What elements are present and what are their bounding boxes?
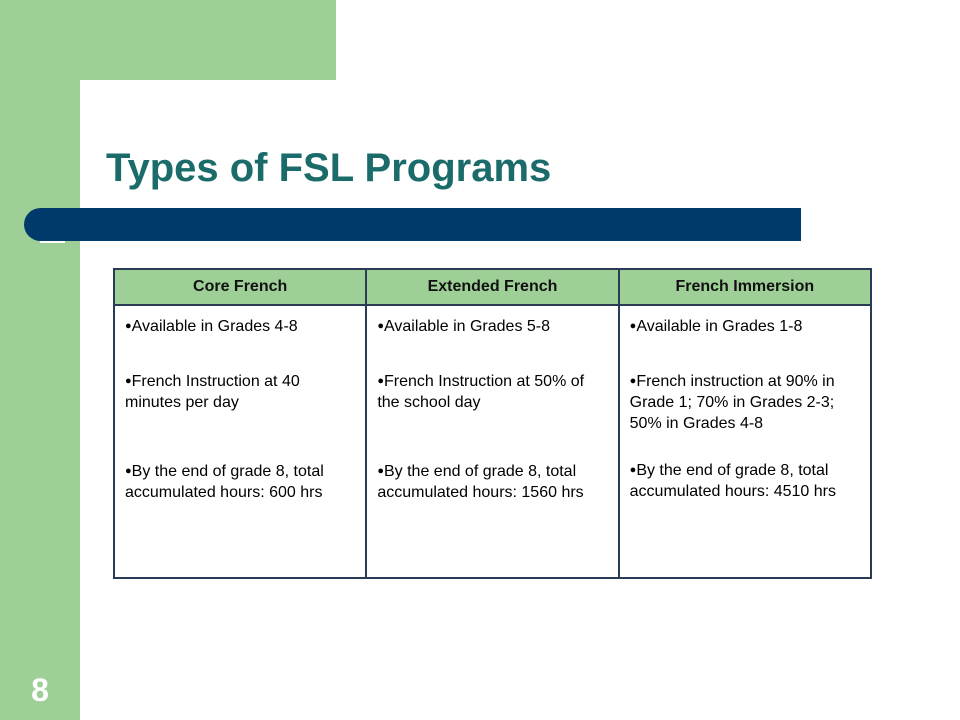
bullet-grades: Available in Grades 4-8	[125, 316, 355, 337]
underline-notch	[40, 241, 65, 243]
slide-title: Types of FSL Programs	[106, 146, 552, 190]
bullet-instruction: French Instruction at 50% of the school …	[377, 371, 607, 413]
cell-extended-french: Available in Grades 5-8 French Instructi…	[365, 304, 620, 579]
table-row: Available in Grades 4-8 French Instructi…	[112, 304, 873, 579]
header-french-immersion: French Immersion	[617, 268, 873, 306]
bullet-hours: By the end of grade 8, total accumulated…	[125, 461, 355, 503]
rounded-corner	[80, 80, 140, 140]
left-green-bar	[0, 0, 80, 720]
bullet-hours: By the end of grade 8, total accumulated…	[377, 461, 607, 503]
page-number: 8	[31, 672, 49, 708]
cell-core-french: Available in Grades 4-8 French Instructi…	[112, 304, 368, 579]
bullet-grades: Available in Grades 1-8	[630, 316, 860, 337]
bullet-hours: By the end of grade 8, total accumulated…	[630, 460, 860, 502]
bullet-instruction: French Instruction at 40 minutes per day	[125, 371, 355, 413]
header-core-french: Core French	[112, 268, 368, 306]
fsl-programs-table: Core French Extended French French Immer…	[112, 268, 873, 579]
title-underline-bar	[24, 208, 801, 241]
header-extended-french: Extended French	[365, 268, 620, 306]
table-header-row: Core French Extended French French Immer…	[112, 268, 873, 306]
top-green-block	[0, 0, 336, 80]
cell-french-immersion: Available in Grades 1-8 French instructi…	[617, 304, 873, 579]
bullet-instruction: French instruction at 90% in Grade 1; 70…	[630, 371, 860, 434]
bullet-grades: Available in Grades 5-8	[377, 316, 607, 337]
